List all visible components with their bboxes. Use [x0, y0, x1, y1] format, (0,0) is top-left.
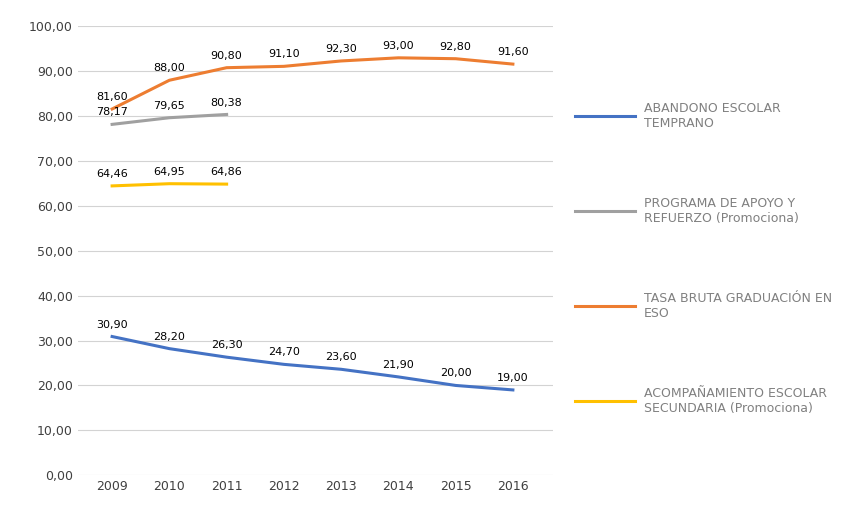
Text: 93,00: 93,00 [383, 41, 414, 51]
Text: 30,90: 30,90 [96, 319, 128, 329]
Text: 79,65: 79,65 [154, 101, 185, 111]
Text: 92,30: 92,30 [325, 44, 357, 54]
Text: ACOMPAÑAMIENTO ESCOLAR
SECUNDARIA (Promociona): ACOMPAÑAMIENTO ESCOLAR SECUNDARIA (Promo… [644, 387, 827, 416]
Text: 91,10: 91,10 [268, 50, 300, 59]
Text: 26,30: 26,30 [211, 340, 243, 350]
Text: 23,60: 23,60 [326, 352, 357, 362]
Text: ABANDONO ESCOLAR
TEMPRANO: ABANDONO ESCOLAR TEMPRANO [644, 102, 780, 130]
Text: 64,86: 64,86 [211, 167, 243, 177]
Text: 81,60: 81,60 [96, 92, 128, 102]
Text: 78,17: 78,17 [96, 107, 128, 117]
Text: 28,20: 28,20 [154, 332, 185, 342]
Text: 20,00: 20,00 [440, 369, 472, 379]
Text: 24,70: 24,70 [268, 347, 300, 357]
Text: 19,00: 19,00 [497, 373, 529, 383]
Text: 21,90: 21,90 [383, 360, 414, 370]
Text: TASA BRUTA GRADUACIÓN EN
ESO: TASA BRUTA GRADUACIÓN EN ESO [644, 292, 832, 320]
Text: 80,38: 80,38 [211, 98, 243, 108]
Text: 64,46: 64,46 [96, 169, 128, 179]
Text: 92,80: 92,80 [440, 42, 472, 52]
Text: 88,00: 88,00 [154, 63, 185, 73]
Text: PROGRAMA DE APOYO Y
REFUERZO (Promociona): PROGRAMA DE APOYO Y REFUERZO (Promociona… [644, 197, 798, 225]
Text: 91,60: 91,60 [497, 47, 529, 57]
Text: 64,95: 64,95 [154, 167, 185, 177]
Text: 90,80: 90,80 [211, 51, 243, 61]
